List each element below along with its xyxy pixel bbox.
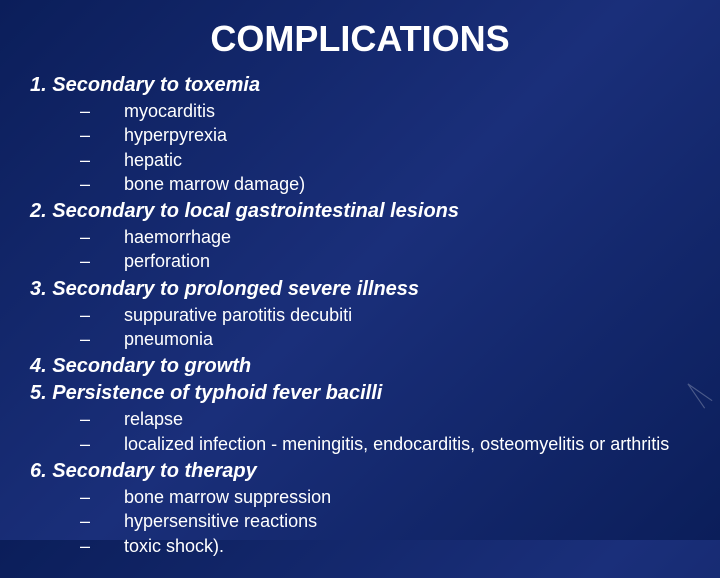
bullet-text: relapse [124, 407, 690, 431]
bullet-row: –hepatic [80, 148, 690, 172]
content-area: 1. Secondary to toxemia–myocarditis–hype… [30, 74, 690, 558]
bullet-text: localized infection - meningitis, endoca… [124, 432, 690, 456]
bullet-dash-icon: – [80, 172, 124, 196]
slide-title: COMPLICATIONS [30, 18, 690, 60]
bullet-dash-icon: – [80, 509, 124, 533]
bullet-dash-icon: – [80, 225, 124, 249]
bullet-row: –suppurative parotitis decubiti [80, 303, 690, 327]
bullet-row: –localized infection - meningitis, endoc… [80, 432, 690, 456]
bullet-dash-icon: – [80, 407, 124, 431]
bullet-row: –pneumonia [80, 327, 690, 351]
bullet-text: bone marrow suppression [124, 485, 690, 509]
bullet-text: toxic shock). [124, 534, 690, 558]
bullet-dash-icon: – [80, 99, 124, 123]
bullet-row: –bone marrow damage) [80, 172, 690, 196]
bullet-text: hepatic [124, 148, 690, 172]
bullet-dash-icon: – [80, 123, 124, 147]
bullet-row: –perforation [80, 249, 690, 273]
bullet-dash-icon: – [80, 432, 124, 456]
section-header: 1. Secondary to toxemia [30, 74, 690, 97]
section-header: 4. Secondary to growth [30, 355, 690, 378]
corner-fold-icon [686, 382, 714, 410]
bullet-dash-icon: – [80, 327, 124, 351]
bullet-row: –hyperpyrexia [80, 123, 690, 147]
section-header: 3. Secondary to prolonged severe illness [30, 278, 690, 301]
bullet-text: myocarditis [124, 99, 690, 123]
bullet-dash-icon: – [80, 303, 124, 327]
section-header: 6. Secondary to therapy [30, 460, 690, 483]
bullet-text: suppurative parotitis decubiti [124, 303, 690, 327]
bullet-text: hypersensitive reactions [124, 509, 690, 533]
bullet-dash-icon: – [80, 485, 124, 509]
bullet-row: –toxic shock). [80, 534, 690, 558]
bullet-row: –relapse [80, 407, 690, 431]
bullet-text: hyperpyrexia [124, 123, 690, 147]
bullet-dash-icon: – [80, 534, 124, 558]
section-header: 2. Secondary to local gastrointestinal l… [30, 200, 690, 223]
bullet-text: perforation [124, 249, 690, 273]
bullet-text: haemorrhage [124, 225, 690, 249]
slide-container: COMPLICATIONS 1. Secondary to toxemia–my… [0, 0, 720, 578]
bullet-row: –myocarditis [80, 99, 690, 123]
section-header: 5. Persistence of typhoid fever bacilli [30, 382, 690, 405]
bullet-text: bone marrow damage) [124, 172, 690, 196]
bullet-row: –hypersensitive reactions [80, 509, 690, 533]
bullet-row: –haemorrhage [80, 225, 690, 249]
bullet-row: –bone marrow suppression [80, 485, 690, 509]
bullet-dash-icon: – [80, 249, 124, 273]
bullet-text: pneumonia [124, 327, 690, 351]
bullet-dash-icon: – [80, 148, 124, 172]
